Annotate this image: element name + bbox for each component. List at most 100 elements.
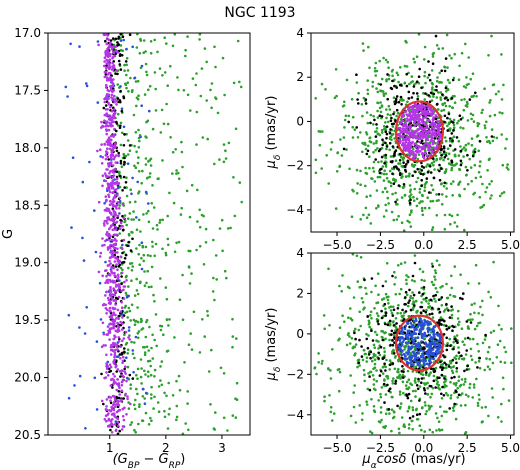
vpd-top-point-other: [450, 97, 454, 100]
vpd-top-point-field: [397, 214, 400, 218]
cmd-point-other: [118, 429, 121, 433]
vpd-top-point-field: [342, 136, 346, 139]
vpd-bottom-point-field: [369, 370, 373, 374]
cmd-point-blue: [114, 420, 118, 423]
cmd-point-field: [190, 348, 194, 351]
vpd-top-point-field: [467, 56, 471, 59]
cmd-point-field: [143, 369, 146, 373]
cmd-point-field: [188, 215, 192, 219]
cmd-point-field: [169, 64, 172, 68]
vpd-top-point-field: [432, 51, 436, 55]
vpd-top-point-field: [446, 157, 450, 161]
cmd-point-field: [141, 395, 145, 398]
vpd-bottom-point-field: [321, 359, 324, 363]
vpd-bottom-point-field: [453, 391, 456, 395]
cmd-point-member: [107, 93, 111, 96]
cmd-point-field: [239, 85, 243, 89]
cmd-point-other: [113, 249, 116, 252]
cmd-point-member: [113, 211, 117, 214]
vpd-top-point-field: [377, 82, 380, 86]
vpd-top-point-other: [394, 99, 398, 103]
vpd-top-point-member: [416, 137, 420, 140]
vpd-top-point-field: [430, 99, 434, 102]
cmd-point-member: [107, 263, 111, 267]
cmd-point-member: [107, 216, 110, 219]
vpd-top-point-field: [401, 175, 404, 178]
vpd-top-point-other: [389, 86, 393, 90]
vpd-bottom-point-other: [391, 362, 395, 365]
vpd-top-point-member: [437, 126, 440, 129]
cmd-point-field: [138, 263, 141, 267]
vpd-bottom-point-other: [445, 302, 448, 306]
vpd-bottom-point-field: [374, 284, 377, 288]
cmd-point-member: [109, 365, 113, 369]
cmd-point-blue: [140, 267, 144, 271]
vpd-top-point-other: [392, 182, 396, 185]
cmd-point-member: [122, 337, 126, 340]
cmd-point-field: [226, 227, 230, 230]
cmd-point-field: [118, 204, 121, 207]
vpd-top-point-other: [373, 118, 376, 122]
cmd-point-member: [107, 71, 111, 75]
vpd-top-point-member: [423, 143, 426, 147]
vpd-bottom-point-field: [399, 311, 403, 315]
vpd-top-point-field: [432, 95, 435, 98]
vpd-bottom-point-field: [418, 424, 422, 428]
vpd-top-point-field: [501, 163, 505, 167]
vpd-bottom-point-other: [401, 365, 404, 368]
cmd-point-field: [144, 135, 147, 138]
cmd-point-field: [136, 377, 139, 381]
cmd-point-field: [229, 226, 232, 230]
vpd-bottom-point-field: [365, 403, 369, 406]
cmd-point-blue: [81, 236, 84, 240]
vpd-bottom-point-field: [455, 354, 458, 358]
cmd-point-member: [106, 155, 109, 158]
vpd-top-point-other: [342, 147, 346, 151]
vpd-bottom-point-field: [341, 274, 344, 277]
vpd-bottom-point-other: [440, 392, 443, 396]
vpd-bottom-point-field: [380, 386, 384, 389]
vpd-bottom-point-field: [349, 307, 352, 310]
cmd-point-field: [126, 352, 129, 355]
cmd-point-member: [116, 51, 119, 54]
vpd-top-point-field: [384, 121, 387, 124]
cmd-point-blue: [96, 40, 100, 43]
vpd-top-point-field: [434, 141, 437, 145]
vpd-bottom-point-other: [388, 387, 392, 391]
vpd-top-point-field: [383, 169, 386, 172]
cmd-point-field: [157, 385, 161, 388]
vpd-top-point-other: [429, 91, 433, 95]
vpd-top-point-field: [458, 64, 461, 68]
cmd-point-member: [108, 294, 112, 297]
vpd-top-point-field: [380, 160, 383, 163]
cmd-point-other: [104, 73, 108, 76]
vpd-top-point-other: [471, 154, 475, 158]
vpd-bottom-point-other: [383, 362, 386, 366]
vpd-bottom-point-field: [386, 298, 390, 302]
vpd-bottom-point-field: [468, 386, 471, 390]
vpd-top-point-field: [364, 166, 367, 170]
vpd-top-point-field: [387, 66, 390, 69]
vpd-bottom-point-field: [457, 357, 461, 360]
vpd-top-point-other: [427, 151, 431, 155]
vpd-top-point-field: [345, 148, 348, 151]
vpd-bottom-point-other: [429, 385, 433, 388]
cmd-point-field: [187, 249, 190, 253]
cmd-point-member: [100, 143, 103, 146]
cmd-point-field: [147, 160, 150, 163]
vpd-top-point-field: [343, 100, 346, 104]
cmd-axes-frame: [47, 32, 251, 436]
vpd-bottom-point-blue: [415, 345, 418, 349]
cmd-point-field: [161, 74, 164, 77]
cmd-point-other: [123, 133, 126, 136]
cmd-point-member: [109, 224, 113, 228]
cmd-point-member: [108, 77, 112, 81]
vpd-top-point-field: [366, 88, 370, 92]
cmd-point-field: [234, 397, 237, 401]
vpd-top-point-field: [348, 167, 351, 171]
cmd-point-member: [110, 297, 114, 300]
vpd-top-point-member: [404, 139, 408, 143]
vpd-bottom-point-field: [439, 405, 442, 409]
vpd-bottom-point-other: [448, 407, 452, 410]
vpd-bottom-point-field: [382, 346, 386, 350]
